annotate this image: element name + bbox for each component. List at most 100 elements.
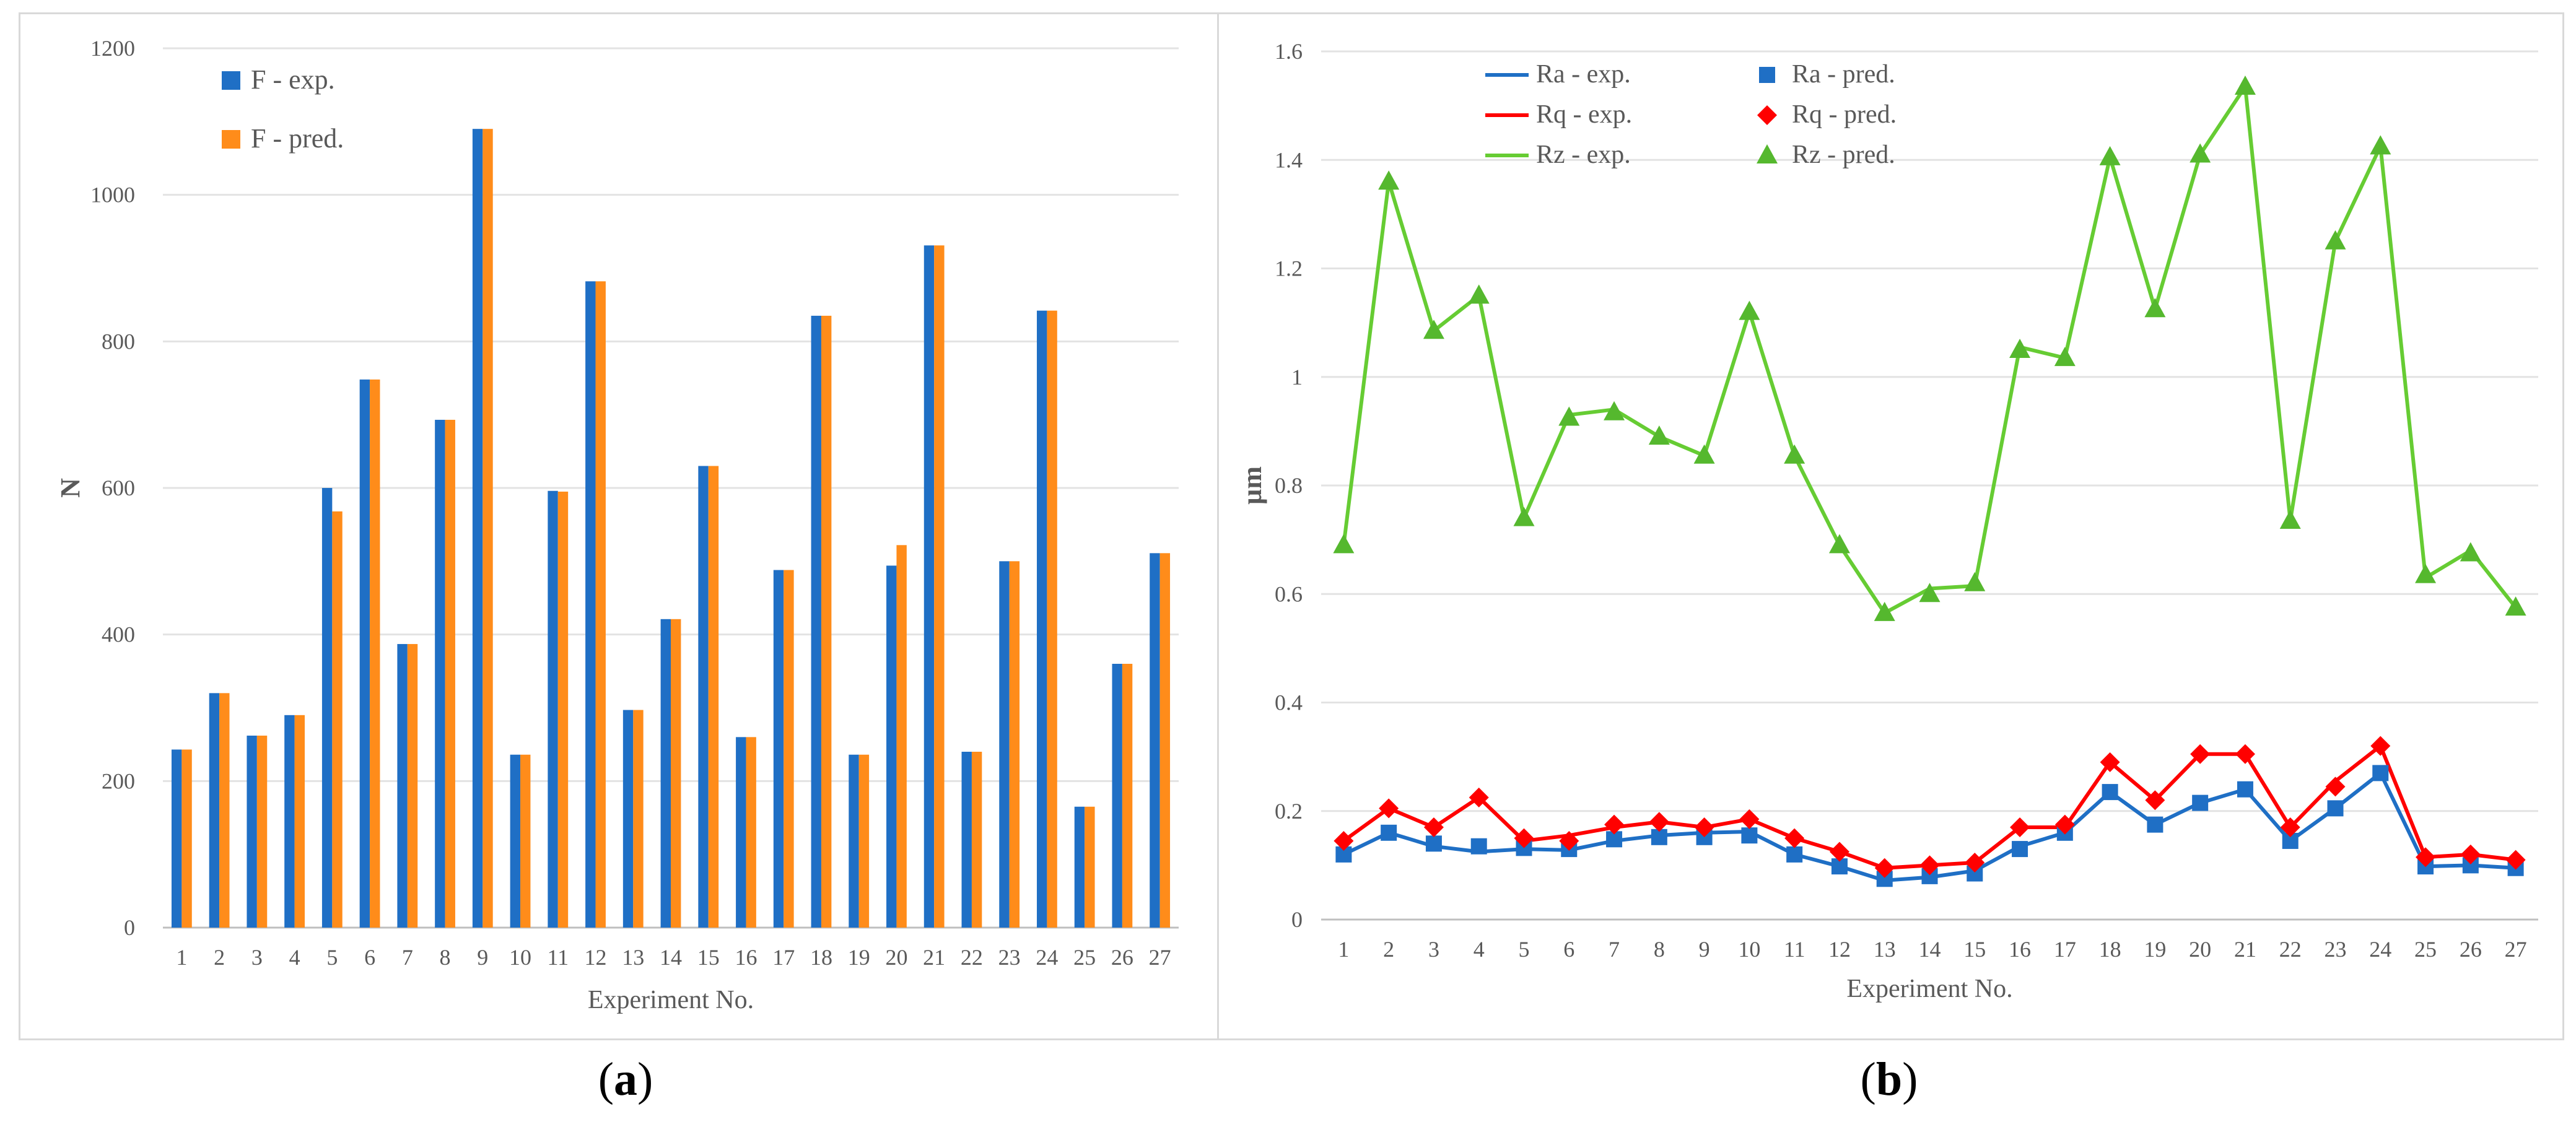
x-tick-label: 14	[660, 945, 682, 970]
bar-pred	[595, 281, 606, 928]
y-tick-label: 400	[102, 622, 135, 647]
bar-pred	[971, 752, 982, 928]
data-point-diamond	[2280, 817, 2300, 838]
data-point-triangle	[2099, 146, 2121, 165]
bar-exp	[736, 737, 746, 928]
legend-label: Ra - pred.	[1792, 60, 1895, 89]
bar-pred	[746, 737, 756, 928]
bar-pred	[370, 379, 380, 928]
bar-exp	[811, 315, 821, 928]
bar-pred	[407, 644, 418, 928]
x-tick-label: 22	[961, 945, 983, 970]
data-point-diamond	[2325, 777, 2346, 797]
bar-exp	[999, 561, 1010, 928]
x-tick-label: 23	[2325, 937, 2347, 962]
caption-a-letter: a	[614, 1053, 637, 1105]
bar-pred	[219, 693, 230, 928]
series-line	[1342, 84, 2517, 615]
bar-exp	[171, 749, 182, 928]
data-point-triangle	[2234, 75, 2256, 95]
x-tick-label: 18	[2099, 937, 2121, 962]
data-point-diamond	[1379, 798, 1399, 819]
data-point-triangle	[1604, 401, 1625, 420]
data-point-triangle	[1558, 406, 1580, 426]
bar-pred	[784, 570, 794, 928]
bar-exp	[321, 488, 333, 928]
bar-exp	[472, 129, 483, 928]
y-tick-label: 1200	[90, 36, 135, 61]
x-tick-label: 9	[1699, 937, 1710, 962]
data-point-triangle	[1739, 300, 1760, 320]
x-tick-label: 3	[251, 945, 263, 970]
data-point-diamond	[1829, 842, 1849, 862]
data-point-square	[1786, 846, 1803, 863]
data-point-square	[2012, 841, 2028, 858]
y-tick-label: 1.2	[1275, 256, 1303, 281]
x-tick-label: 21	[923, 945, 945, 970]
bar-exp	[359, 379, 370, 928]
bar-exp	[886, 565, 897, 928]
bar-exp	[435, 419, 445, 928]
data-point-diamond	[1469, 787, 1489, 807]
x-axis-label: Experiment No.	[1846, 975, 2012, 1003]
y-tick-label: 800	[102, 329, 135, 354]
data-point-diamond	[1559, 830, 1579, 851]
bar-pred	[934, 245, 945, 928]
x-tick-label: 2	[214, 945, 225, 970]
x-tick-label: 7	[402, 945, 413, 970]
x-tick-label: 15	[697, 945, 720, 970]
data-point-square	[2237, 781, 2253, 798]
x-tick-label: 26	[2460, 937, 2482, 962]
data-point-diamond	[1334, 830, 1354, 851]
bar-exp	[585, 281, 596, 928]
x-tick-label: 8	[1654, 937, 1665, 962]
data-point-square	[2192, 794, 2209, 811]
bar-exp	[773, 570, 784, 928]
data-point-triangle	[1468, 284, 1490, 304]
bar-exp	[209, 693, 220, 928]
x-tick-label: 19	[2144, 937, 2166, 962]
bar-exp	[1150, 553, 1160, 928]
data-point-diamond	[1423, 817, 1444, 838]
x-tick-label: 13	[622, 945, 644, 970]
legend-label: Rq - pred.	[1792, 100, 1897, 129]
line-chart-svg: 00.20.40.60.811.21.41.61 2 3 4 5 6 7 8 9 10 11 12 13…	[1237, 39, 2538, 1003]
data-point-triangle	[2415, 564, 2437, 583]
y-tick-label: 600	[102, 476, 135, 500]
x-tick-label: 16	[735, 945, 757, 970]
bar-exp	[284, 715, 295, 928]
x-tick-label: 5	[1519, 937, 1530, 962]
y-tick-label: 1	[1291, 365, 1303, 389]
data-point-triangle	[1828, 534, 1850, 554]
x-tick-label: 27	[2505, 937, 2527, 962]
bar-exp	[660, 619, 671, 928]
x-tick-label: 6	[1563, 937, 1574, 962]
x-tick-label: 4	[289, 945, 300, 970]
legend-swatch	[222, 71, 240, 90]
y-tick-label: 0.6	[1275, 581, 1303, 606]
x-tick-label: 8	[440, 945, 451, 970]
y-tick-label: 0	[1291, 907, 1303, 932]
bar-exp	[510, 754, 521, 928]
data-point-triangle	[1693, 444, 1715, 464]
x-tick-label: 21	[2234, 937, 2256, 962]
bar-exp	[397, 644, 408, 928]
caption-b: (b)	[1860, 1053, 1918, 1105]
data-point-diamond	[1965, 852, 1985, 872]
legend-label: Rz - exp.	[1536, 141, 1631, 169]
x-tick-label: 11	[547, 945, 569, 970]
bar-pred	[671, 619, 681, 928]
bar-exp	[1112, 664, 1122, 928]
data-point-diamond	[2190, 744, 2211, 764]
bar-exp	[961, 752, 972, 928]
bar-pred	[557, 491, 569, 928]
x-tick-label: 19	[848, 945, 870, 970]
bar-pred	[181, 749, 192, 928]
data-point-diamond	[2416, 847, 2436, 868]
caption-b-letter: b	[1875, 1053, 1903, 1105]
data-point-square	[2372, 765, 2389, 781]
x-tick-label: 17	[2054, 937, 2076, 962]
chart-panel-a: 0 200 400 600 800 1000 1200 1 2 3 4 5 6 7 8 9 10 11 12 13 14…	[19, 12, 1233, 1040]
x-tick-label: 10	[509, 945, 531, 970]
bar-pred	[1047, 310, 1057, 928]
